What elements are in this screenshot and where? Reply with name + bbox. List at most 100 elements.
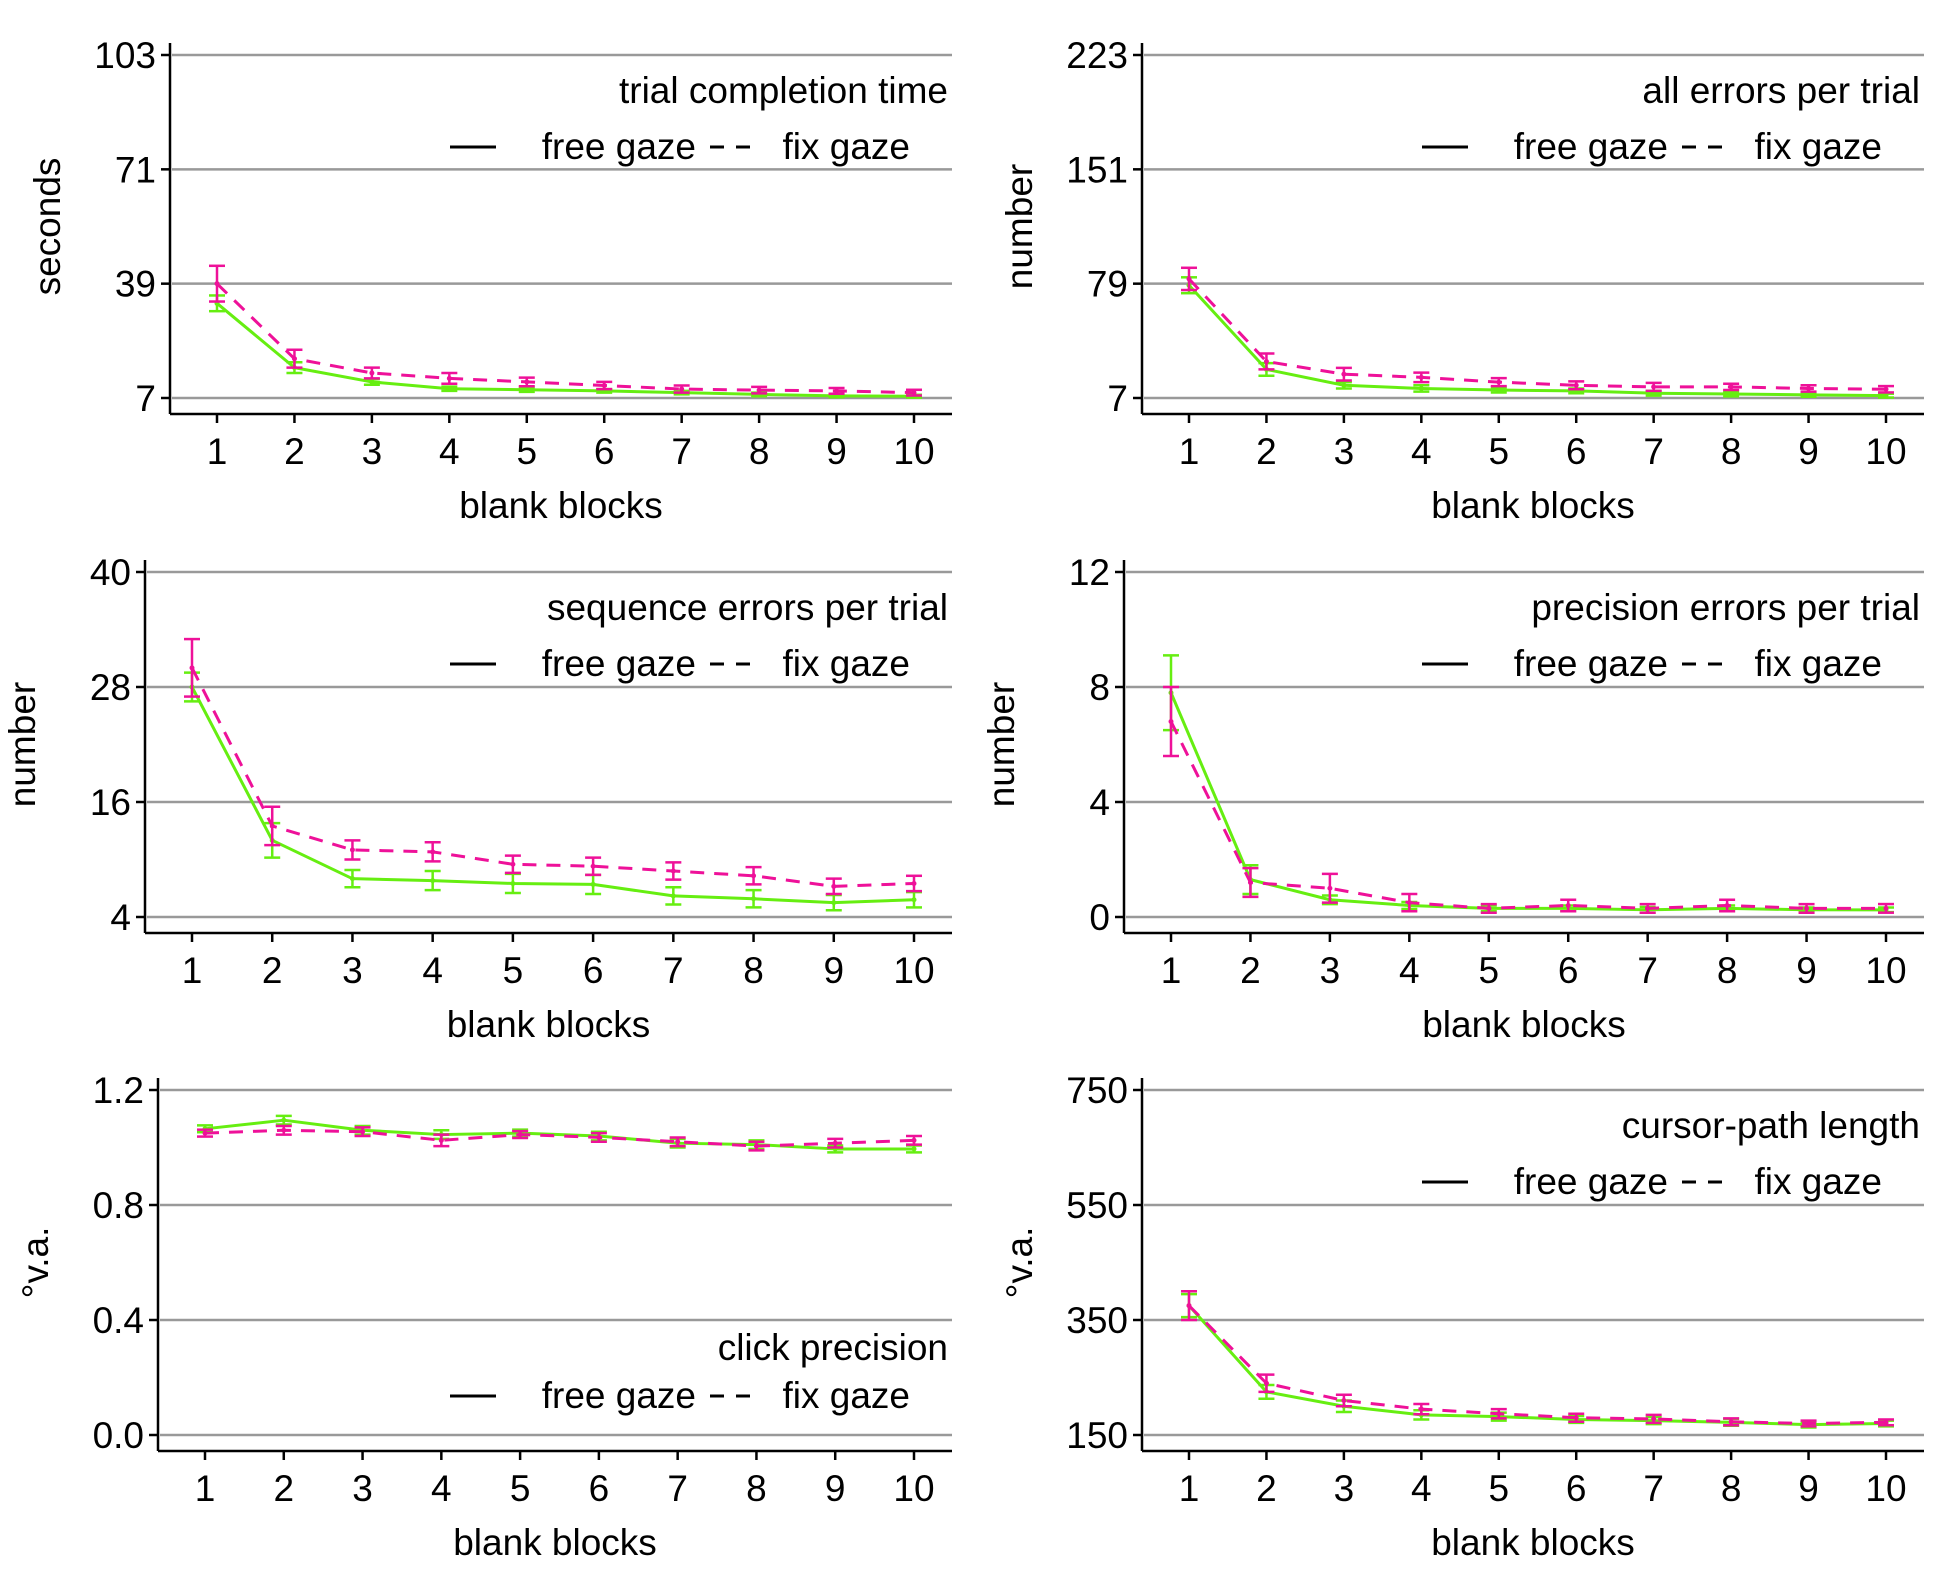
legend-label-free-gaze: free gaze (542, 1375, 696, 1416)
x-tick-label: 5 (510, 1468, 531, 1509)
x-tick-label: 1 (1179, 431, 1200, 472)
series-free-gaze (1181, 1292, 1894, 1429)
x-tick-label: 3 (1320, 950, 1341, 991)
y-tick-label: 79 (1087, 264, 1128, 305)
y-axis-label: °v.a. (15, 1227, 56, 1299)
panel-1: 7 39 71 103 1 2 3 4 5 6 7 8 9 10 blank blocks seconds tr… (27, 35, 952, 526)
y-tick-label: 7 (135, 378, 156, 419)
panel-3: 4 16 28 40 1 2 3 4 5 6 7 8 9 10 blank blocks number sequ… (2, 552, 952, 1045)
legend: fix gaze free gaze (450, 643, 910, 684)
series-line (1187, 1304, 1887, 1425)
y-tick-label: 0.0 (93, 1415, 144, 1456)
data-point (1341, 1398, 1347, 1403)
x-tick-label: 6 (589, 1468, 610, 1509)
x-axis-label: blank blocks (459, 485, 663, 526)
x-tick-label: 10 (893, 1468, 934, 1509)
series-free-gaze (197, 1114, 922, 1154)
legend-label-free-gaze: free gaze (1514, 643, 1668, 684)
x-tick-label: 1 (1179, 1468, 1200, 1509)
y-axis-label: number (981, 682, 1022, 807)
x-axis-label: blank blocks (447, 1004, 651, 1045)
x-tick-label: 8 (1717, 950, 1738, 991)
y-axis-label: °v.a. (999, 1227, 1040, 1299)
data-point (675, 1139, 681, 1145)
x-tick-label: 5 (1488, 1468, 1509, 1509)
x-tick-label: 3 (1334, 1468, 1355, 1509)
series-fix-gaze (197, 1124, 922, 1152)
x-tick-label: 9 (1796, 950, 1817, 991)
data-point (1263, 358, 1269, 364)
series-fix-gaze (209, 264, 922, 397)
y-tick-label: 16 (90, 782, 131, 823)
y-tick-label: 7 (1107, 378, 1128, 419)
y-tick-label: 150 (1066, 1415, 1128, 1456)
x-tick-label: 10 (1865, 431, 1906, 472)
series-line (215, 282, 915, 395)
x-tick-label: 6 (1558, 950, 1579, 991)
x-axis-label: blank blocks (453, 1522, 657, 1563)
x-tick-label: 10 (1865, 1468, 1906, 1509)
legend-label-free-gaze: free gaze (1514, 126, 1668, 167)
legend: fix gaze free gaze (450, 1375, 910, 1416)
panel-5: 0.0 0.4 0.8 1.2 1 2 3 4 5 6 7 8 9 10 blank blocks °v.a.… (15, 1070, 952, 1563)
x-tick-label: 2 (273, 1468, 294, 1509)
x-tick-label: 2 (284, 431, 305, 472)
legend-label-free-gaze: free gaze (542, 126, 696, 167)
x-tick-label: 6 (594, 431, 615, 472)
x-tick-label: 5 (1478, 950, 1499, 991)
panel-title: cursor-path length (1622, 1105, 1920, 1146)
y-axis-label: number (2, 682, 43, 807)
y-tick-label: 103 (94, 35, 156, 76)
x-tick-label: 2 (1256, 431, 1277, 472)
x-tick-label: 8 (749, 431, 770, 472)
x-tick-label: 7 (667, 1468, 688, 1509)
x-tick-label: 9 (825, 1468, 846, 1509)
series-line (1169, 720, 1886, 910)
y-tick-label: 550 (1066, 1185, 1128, 1226)
series-line (190, 686, 915, 905)
x-tick-label: 7 (1637, 950, 1658, 991)
x-tick-label: 9 (1798, 1468, 1819, 1509)
x-tick-label: 6 (1566, 431, 1587, 472)
series-line (190, 667, 915, 888)
legend-label-free-gaze: free gaze (542, 643, 696, 684)
x-tick-label: 3 (362, 431, 383, 472)
x-tick-label: 5 (516, 431, 537, 472)
legend: fix gaze free gaze (1422, 643, 1882, 684)
x-tick-label: 5 (503, 950, 524, 991)
y-tick-label: 223 (1066, 35, 1128, 76)
legend: fix gaze free gaze (1422, 126, 1882, 167)
x-tick-label: 3 (342, 950, 363, 991)
data-point (1651, 1416, 1657, 1422)
x-tick-label: 4 (1411, 431, 1432, 472)
series-line (1187, 277, 1887, 391)
x-tick-label: 9 (826, 431, 847, 472)
data-point (679, 386, 685, 392)
legend-label-fix-gaze: fix gaze (1754, 126, 1882, 167)
x-axis-label: blank blocks (1422, 1004, 1626, 1045)
x-tick-label: 8 (1721, 431, 1742, 472)
series-line (204, 1128, 915, 1148)
series-fix-gaze (1181, 266, 1894, 394)
series-free-gaze (1181, 276, 1894, 399)
legend-label-fix-gaze: fix gaze (1754, 1161, 1882, 1202)
series-line (216, 302, 915, 398)
x-tick-label: 1 (207, 431, 228, 472)
panel-title: trial completion time (619, 70, 948, 111)
x-tick-label: 8 (743, 950, 764, 991)
x-tick-label: 2 (1240, 950, 1261, 991)
data-point (1573, 382, 1579, 388)
x-tick-label: 1 (182, 950, 203, 991)
x-tick-label: 7 (1643, 1468, 1664, 1509)
y-tick-label: 4 (110, 897, 131, 938)
y-tick-label: 40 (90, 552, 131, 593)
series-free-gaze (1163, 654, 1894, 914)
legend: fix gaze free gaze (450, 126, 910, 167)
series-line (1187, 284, 1887, 398)
legend-label-free-gaze: free gaze (1514, 1161, 1668, 1202)
x-tick-label: 4 (1399, 950, 1420, 991)
y-tick-label: 28 (90, 667, 131, 708)
x-tick-label: 3 (1334, 431, 1355, 472)
x-tick-label: 4 (422, 950, 443, 991)
